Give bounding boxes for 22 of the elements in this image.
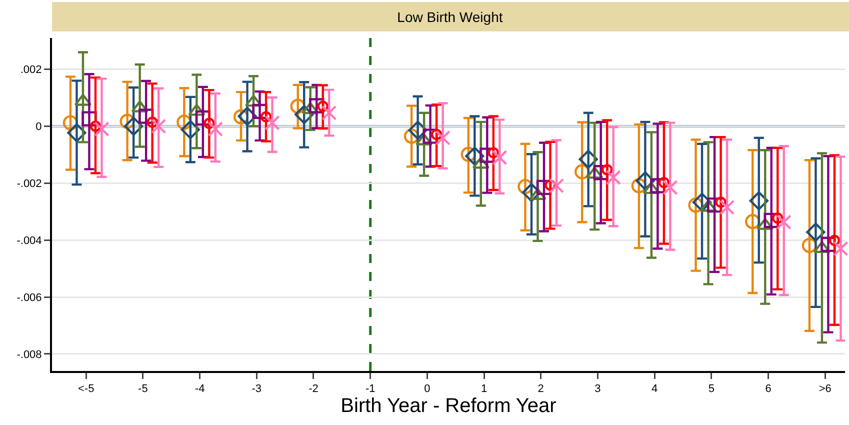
y-tick-label: .002: [20, 64, 42, 76]
x-tick-label: <-5: [78, 383, 94, 396]
x-tick-label: -4: [194, 383, 205, 396]
x-tick-label: >6: [818, 383, 832, 396]
x-tick-label: 0: [424, 383, 430, 396]
x-axis-title: Birth Year - Reform Year: [340, 395, 557, 418]
y-tick-label: -.008: [16, 348, 42, 361]
y-tick-label: -.002: [16, 178, 42, 190]
y-tick-label: 0: [36, 121, 42, 134]
y-tick-label: -.004: [16, 234, 42, 247]
x-tick-label: -5: [138, 383, 148, 396]
x-tick-label: -1: [365, 383, 376, 396]
x-tick-label: 4: [652, 383, 658, 396]
x-tick-label: 2: [538, 383, 544, 396]
x-tick-label: -2: [308, 383, 318, 396]
chart-title: Low Birth Weight: [397, 8, 503, 25]
y-tick-label: -.006: [16, 292, 42, 304]
x-tick-label: 6: [765, 383, 772, 396]
x-tick-label: 1: [480, 383, 488, 396]
x-tick-label: 3: [594, 383, 601, 396]
x-tick-label: -3: [252, 383, 262, 396]
x-tick-label: 5: [708, 383, 714, 396]
